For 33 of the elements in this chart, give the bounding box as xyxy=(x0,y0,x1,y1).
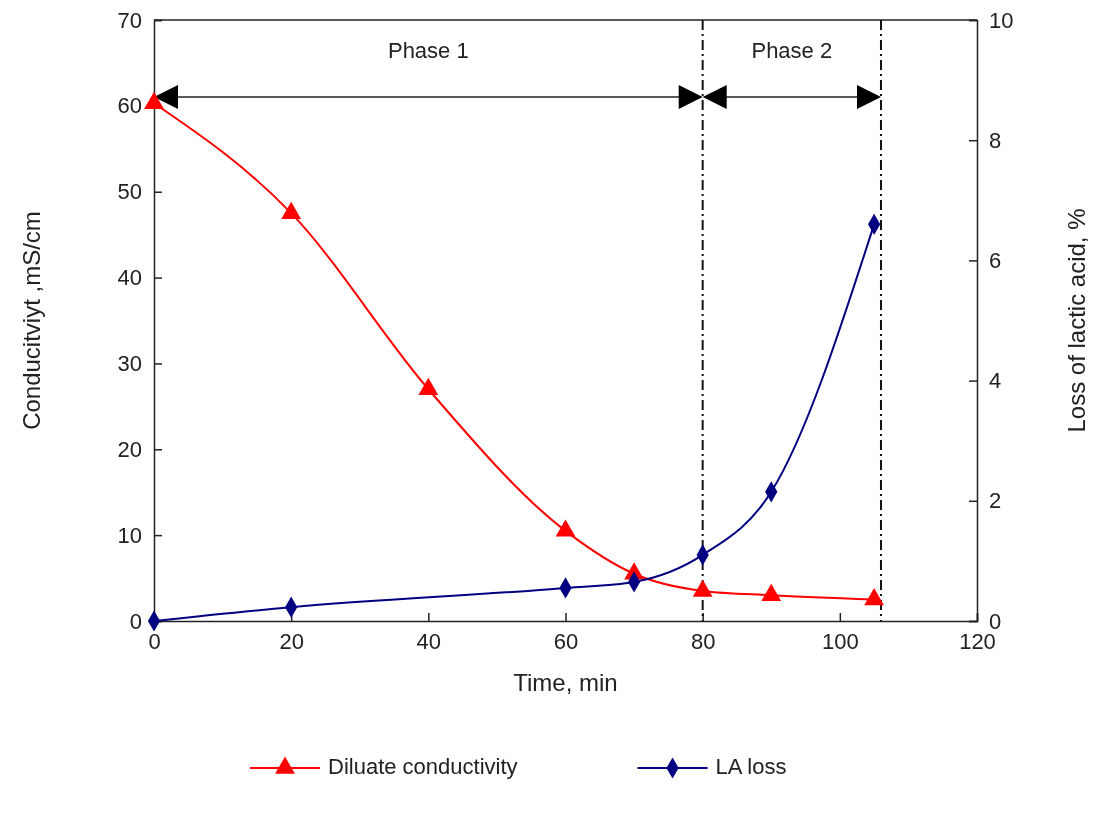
y-tick-label: 30 xyxy=(117,350,142,376)
y2-tick-label: 8 xyxy=(989,127,1002,153)
point xyxy=(761,583,782,601)
y-tick-label: 40 xyxy=(117,265,142,291)
x-tick-label: 60 xyxy=(553,628,579,654)
y2-tick-label: 4 xyxy=(989,368,1002,394)
x-tick-label: 40 xyxy=(416,628,442,654)
x-tick-label: 80 xyxy=(690,628,716,654)
y-tick-label: 0 xyxy=(129,608,142,634)
y2-tick-label: 10 xyxy=(989,7,1014,33)
y-tick-label: 20 xyxy=(117,436,142,462)
legend-label: LA loss xyxy=(715,753,787,779)
legend-label: Diluate conductivity xyxy=(328,753,518,779)
annotation: Phase 1 xyxy=(387,37,469,63)
point xyxy=(418,377,439,395)
y-axis-title: Conducitviyt ,mS/cm xyxy=(18,211,45,430)
point xyxy=(692,579,713,597)
point xyxy=(281,201,302,219)
y-tick-label: 70 xyxy=(117,7,142,33)
point xyxy=(555,519,576,537)
x-tick-label: 0 xyxy=(148,628,161,654)
point xyxy=(144,91,164,109)
y-tick-label: 50 xyxy=(117,179,142,205)
x-tick-label: 100 xyxy=(821,628,859,654)
y2-tick-label: 2 xyxy=(989,488,1002,514)
x-axis-title: Time, min xyxy=(513,669,618,696)
annotation: Phase 2 xyxy=(751,37,833,63)
x-tick-label: 20 xyxy=(279,628,304,654)
y-tick-label: 60 xyxy=(117,93,142,119)
y2-axis-title: Loss of lactic acid, % xyxy=(1063,208,1090,433)
point xyxy=(864,588,885,606)
y-tick-label: 10 xyxy=(117,522,142,548)
y2-tick-label: 6 xyxy=(989,247,1002,273)
